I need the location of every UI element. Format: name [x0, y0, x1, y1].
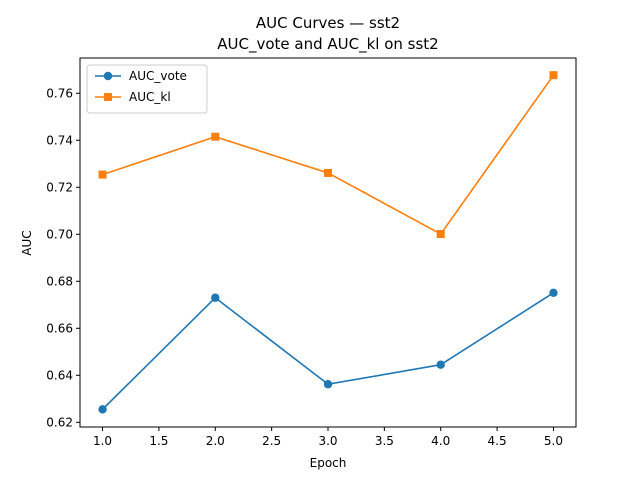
legend-entry: AUC_kl — [95, 90, 171, 104]
y-tick-label: 0.72 — [46, 180, 73, 194]
y-tick-label: 0.74 — [46, 133, 73, 147]
y-tick-label: 0.64 — [46, 368, 73, 382]
y-tick-label: 0.70 — [46, 227, 73, 241]
x-tick-label: 1.0 — [93, 434, 112, 448]
data-point — [436, 230, 445, 239]
chart-title: AUC Curves — sst2 — [256, 14, 400, 32]
y-tick-label: 0.68 — [46, 274, 73, 288]
legend-entry: AUC_vote — [95, 69, 187, 83]
x-tick-label: 4.0 — [431, 434, 450, 448]
y-tick-label: 0.76 — [46, 86, 73, 100]
x-tick-label: 5.0 — [544, 434, 563, 448]
data-point — [549, 71, 558, 80]
data-point — [549, 288, 558, 297]
y-axis-label: AUC — [20, 230, 34, 255]
data-point — [98, 405, 107, 414]
data-point — [211, 293, 220, 302]
x-tick-label: 2.5 — [262, 434, 281, 448]
legend-swatch-marker — [104, 93, 112, 101]
x-axis-label: Epoch — [310, 456, 347, 470]
x-tick-label: 1.5 — [149, 434, 168, 448]
plot-area — [98, 71, 558, 414]
axis-ticks: 1.0 1.5 2.0 2.5 3.0 3.5 4.0 4.5 5.0 0.62 0.64 0.66 0… — [46, 86, 563, 448]
x-tick-label: 2.0 — [206, 434, 225, 448]
legend-box — [86, 64, 208, 114]
x-tick-label: 3.5 — [375, 434, 394, 448]
data-point — [436, 360, 445, 369]
x-tick-label: 3.0 — [318, 434, 337, 448]
series-auc-kl — [98, 71, 558, 239]
y-tick-label: 0.62 — [46, 415, 73, 429]
data-point — [98, 170, 107, 179]
data-point — [211, 132, 220, 141]
legend-label: AUC_vote — [129, 69, 187, 83]
chart-subtitle: AUC_vote and AUC_kl on sst2 — [217, 35, 438, 54]
legend-label: AUC_kl — [129, 90, 171, 104]
series-auc-vote — [98, 288, 558, 414]
legend: AUC_vote AUC_kl — [86, 64, 208, 114]
y-tick-label: 0.66 — [46, 321, 73, 335]
x-tick-label: 4.5 — [488, 434, 507, 448]
data-point — [323, 380, 333, 389]
legend-swatch-marker — [103, 71, 113, 81]
data-point — [324, 168, 332, 177]
